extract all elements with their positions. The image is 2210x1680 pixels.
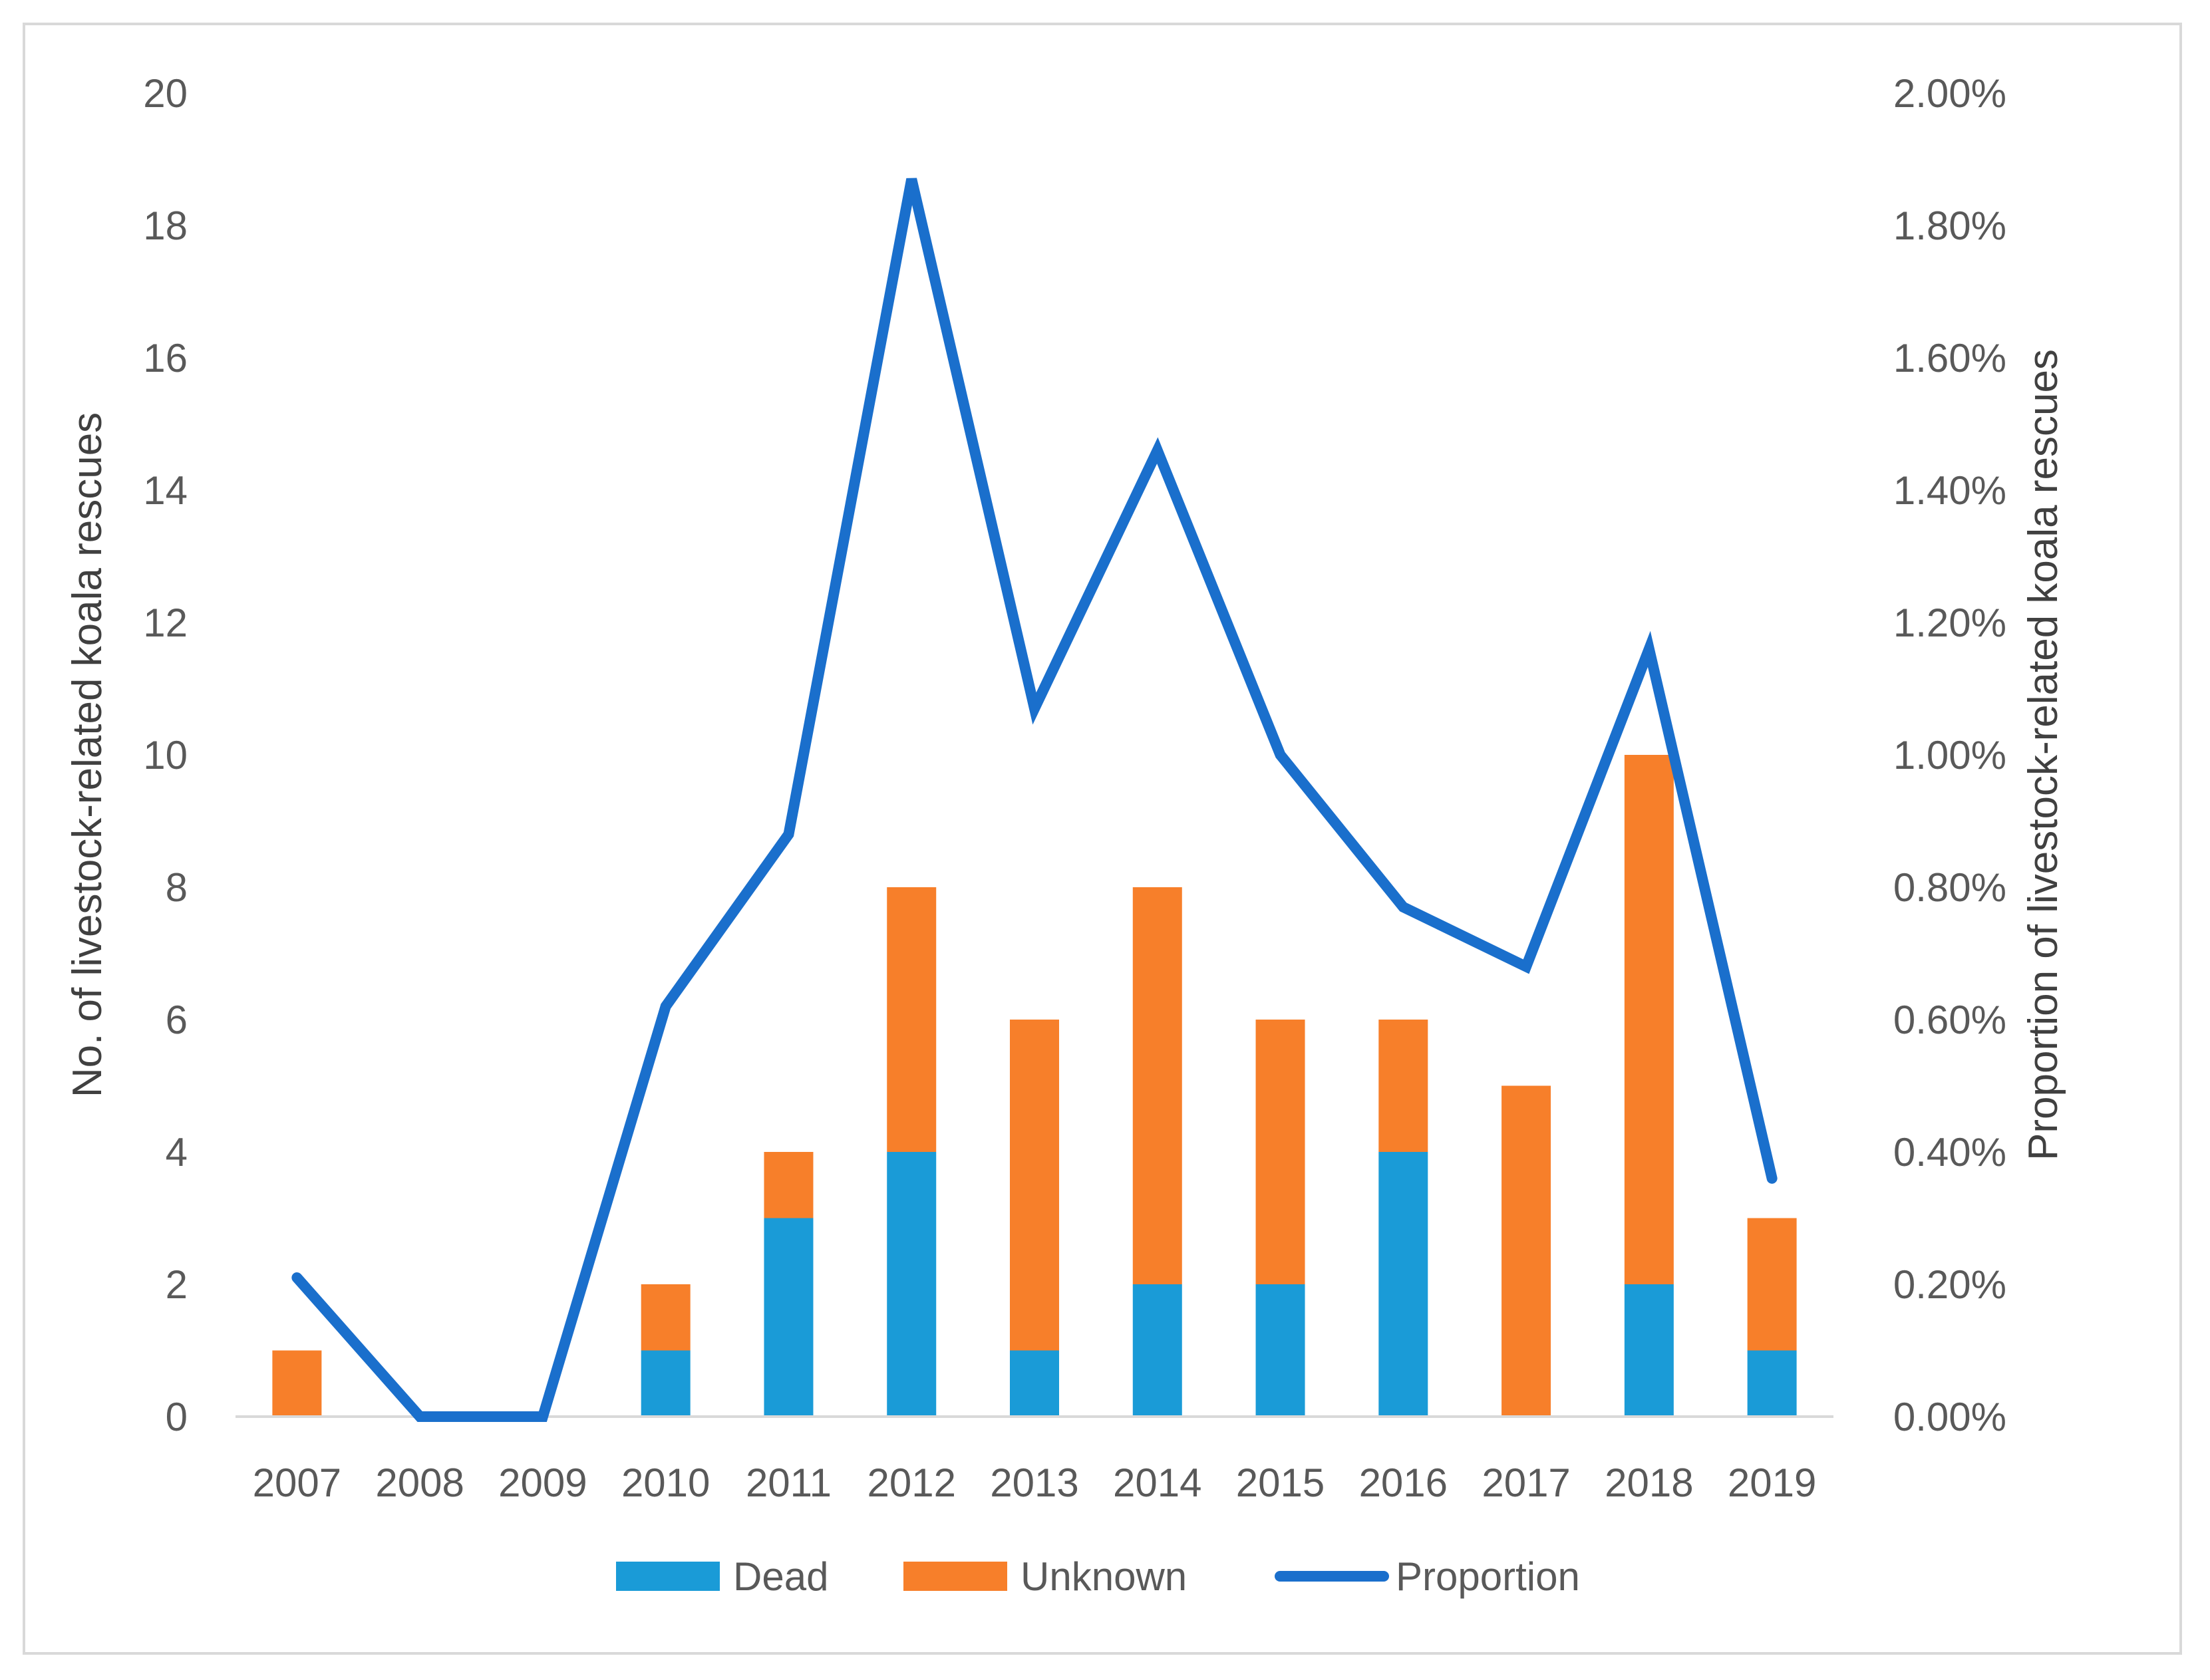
- bar-dead-2019: [1747, 1350, 1797, 1417]
- y2-tick-label: 1.40%: [1893, 468, 2006, 513]
- x-tick-label: 2017: [1482, 1461, 1570, 1505]
- bar-unknown-2012: [887, 887, 937, 1152]
- bar-dead-2010: [641, 1350, 691, 1417]
- bars-layer: [272, 755, 1797, 1417]
- bar-unknown-2013: [1010, 1020, 1059, 1351]
- bar-unknown-2016: [1378, 1020, 1428, 1152]
- x-tick-label: 2015: [1236, 1461, 1325, 1505]
- bar-dead-2013: [1010, 1350, 1059, 1417]
- legend-label-dead: Dead: [733, 1554, 828, 1599]
- y2-tick-label: 1.80%: [1893, 204, 2006, 248]
- bar-unknown-2014: [1132, 887, 1182, 1284]
- bar-dead-2016: [1378, 1152, 1428, 1417]
- y2-tick-label: 0.20%: [1893, 1262, 2006, 1307]
- y2-tick-label: 1.60%: [1893, 336, 2006, 380]
- bar-unknown-2011: [764, 1152, 814, 1218]
- legend-swatch-dead: [616, 1562, 720, 1591]
- y-tick-label: 12: [143, 601, 188, 645]
- y-tick-label: 20: [143, 71, 188, 116]
- x-tick-label: 2011: [746, 1461, 832, 1505]
- y-tick-label: 0: [166, 1395, 188, 1439]
- y2-tick-label: 0.60%: [1893, 998, 2006, 1042]
- y-tick-label: 4: [166, 1130, 188, 1175]
- y-axis-ticks: 0 2 4 6 8 10 12 14 16 18 20: [143, 71, 188, 1439]
- bar-dead-2014: [1132, 1284, 1182, 1417]
- y-axis-title: No. of livestock-related koala rescues: [65, 412, 110, 1097]
- x-tick-label: 2010: [621, 1461, 710, 1505]
- y2-tick-label: 1.20%: [1893, 601, 2006, 645]
- y2-tick-label: 0.00%: [1893, 1395, 2006, 1439]
- x-tick-label: 2012: [867, 1461, 955, 1505]
- x-tick-label: 2007: [253, 1461, 341, 1505]
- y2-tick-label: 1.00%: [1893, 733, 2006, 777]
- y-tick-label: 8: [166, 865, 188, 910]
- bar-unknown-2019: [1747, 1218, 1797, 1351]
- y-tick-label: 14: [143, 468, 188, 513]
- y-tick-label: 6: [166, 998, 188, 1042]
- x-tick-label: 2014: [1113, 1461, 1201, 1505]
- bar-dead-2012: [887, 1152, 937, 1417]
- bar-unknown-2010: [641, 1284, 691, 1351]
- bar-unknown-2007: [272, 1350, 322, 1417]
- line-layer: [291, 178, 1778, 1422]
- x-tick-label: 2008: [375, 1461, 464, 1505]
- y2-tick-label: 2.00%: [1893, 71, 2006, 116]
- y2-tick-label: 0.80%: [1893, 865, 2006, 910]
- y-tick-label: 16: [143, 336, 188, 380]
- bar-dead-2018: [1624, 1284, 1674, 1417]
- legend-label-proportion: Proportion: [1396, 1554, 1580, 1599]
- legend: Dead Unknown Proportion: [616, 1554, 1580, 1599]
- y2-tick-label: 0.40%: [1893, 1130, 2006, 1175]
- y-tick-label: 10: [143, 733, 188, 777]
- chart-frame: [23, 23, 2182, 1655]
- x-tick-label: 2016: [1359, 1461, 1448, 1505]
- bar-unknown-2015: [1255, 1020, 1305, 1284]
- bar-dead-2015: [1255, 1284, 1305, 1417]
- legend-label-unknown: Unknown: [1021, 1554, 1187, 1599]
- y2-axis-title: Proportion of livestock-related koala re…: [2020, 349, 2066, 1161]
- bar-unknown-2018: [1624, 755, 1674, 1284]
- bar-unknown-2017: [1501, 1085, 1551, 1417]
- y-tick-label: 18: [143, 204, 188, 248]
- x-tick-label: 2009: [498, 1461, 587, 1505]
- x-tick-label: 2013: [990, 1461, 1078, 1505]
- x-tick-label: 2018: [1605, 1461, 1693, 1505]
- y2-axis-ticks: 0.00% 0.20% 0.40% 0.60% 0.80% 1.00% 1.20% 1.40%…: [1893, 71, 2006, 1439]
- y-tick-label: 2: [166, 1262, 188, 1307]
- legend-swatch-unknown: [903, 1562, 1007, 1591]
- line-proportion: [291, 178, 1778, 1422]
- x-tick-label: 2019: [1728, 1461, 1816, 1505]
- x-axis-ticks: 2007 2008 2009 2010 2011 2012 2013 2014 2015 2016…: [253, 1461, 1817, 1505]
- bar-dead-2011: [764, 1218, 814, 1417]
